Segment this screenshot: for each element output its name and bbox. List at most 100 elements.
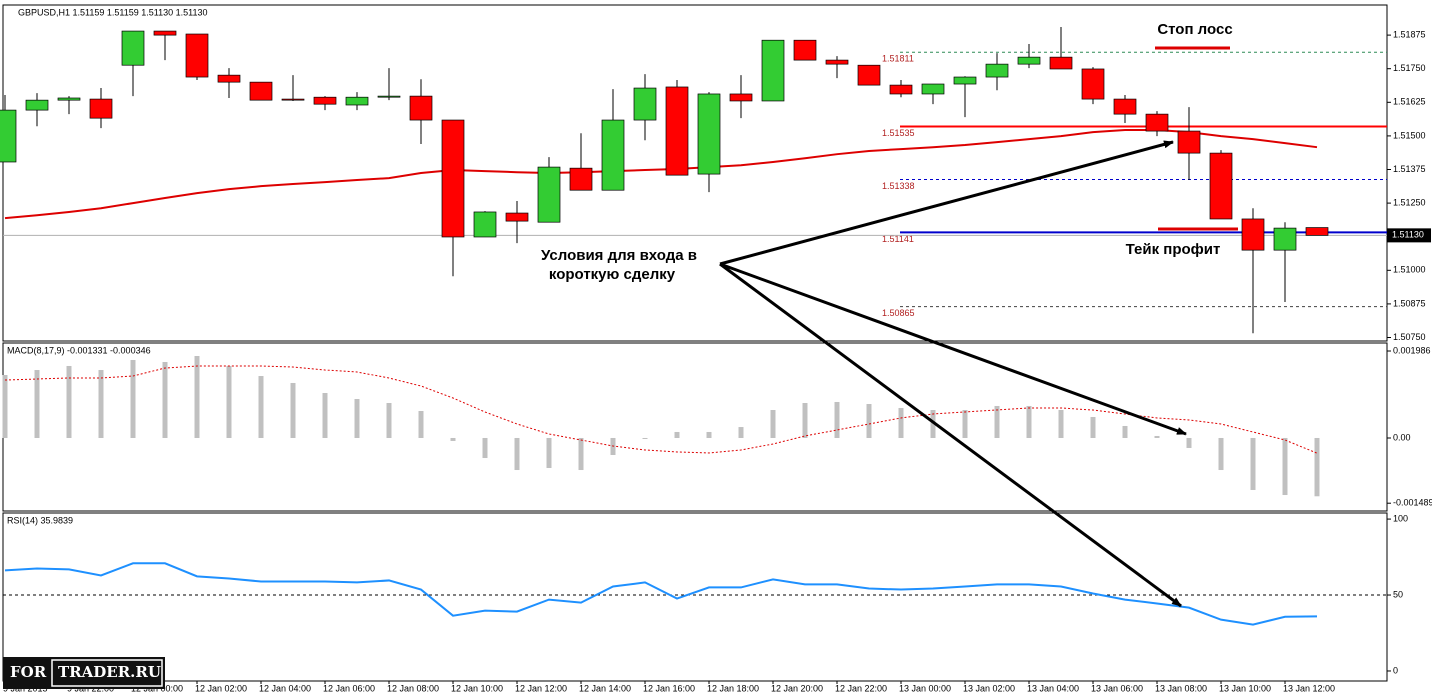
candle-body [601, 119, 625, 191]
histogram-bar [866, 404, 872, 438]
y-tick-label: 1.50750 [1393, 332, 1426, 342]
histogram-bar [34, 370, 40, 438]
annotation: Тейк профит [1126, 241, 1221, 258]
x-tick-label: 12 Jan 10:00 [451, 683, 503, 693]
x-tick-label: 13 Jan 02:00 [963, 683, 1015, 693]
y-tick-label: 1.51875 [1393, 29, 1426, 39]
histogram-bar [98, 370, 104, 438]
panel-title: GBPUSD,H1 1.51159 1.51159 1.51130 1.5113… [18, 7, 207, 17]
histogram-bar [258, 376, 264, 438]
candle-body [217, 74, 241, 83]
candle-body [0, 109, 17, 163]
candle-body [921, 83, 945, 95]
level-label: 1.51338 [882, 181, 915, 191]
histogram-bar [738, 427, 744, 438]
logo-text: FOR [10, 663, 47, 681]
y-tick-label: 1.51500 [1393, 130, 1426, 140]
annotation: короткую сделку [549, 266, 676, 283]
logo-frame [51, 659, 163, 687]
current-price-label: 1.51130 [1392, 230, 1424, 240]
x-tick-label: 12 Jan 14:00 [579, 683, 631, 693]
panel-title: RSI(14) 35.9839 [7, 515, 73, 525]
candle-body [825, 59, 849, 65]
candle-body [377, 95, 401, 98]
candle-body [409, 95, 433, 121]
y-tick-label: 1.51625 [1393, 97, 1426, 107]
candle-body [569, 167, 593, 191]
candle-body [1081, 68, 1105, 100]
histogram-bar [322, 393, 328, 438]
y-tick-label: 0.00 [1393, 432, 1411, 442]
histogram-bar [770, 410, 776, 438]
logo-text: TRADER.RU [58, 663, 161, 681]
y-tick-label: 100 [1393, 513, 1408, 523]
level-label: 1.51141 [882, 234, 914, 244]
arrow [719, 140, 1174, 266]
y-tick-label: 0 [1393, 665, 1398, 675]
candle-body [57, 97, 81, 101]
x-tick-label: 12 Jan 04:00 [259, 683, 311, 693]
candle-body [761, 39, 785, 102]
histogram-bar [898, 407, 904, 438]
histogram-bar [226, 365, 232, 438]
candle-body [953, 76, 977, 85]
annotation: Стоп лосс [1157, 21, 1232, 38]
histogram-bar [578, 437, 584, 471]
x-tick-label: 12 Jan 16:00 [643, 683, 695, 693]
y-tick-label: 1.51375 [1393, 164, 1426, 174]
arrow [719, 262, 1182, 608]
x-tick-label: 12 Jan 22:00 [835, 683, 887, 693]
candle-body [505, 212, 529, 222]
histogram-bar [386, 403, 392, 438]
candle-body [185, 33, 209, 78]
candle-body [729, 93, 753, 102]
histogram-bar [1154, 435, 1160, 438]
histogram-bar [418, 411, 424, 438]
histogram-bar [290, 382, 296, 438]
y-tick-label: 1.51250 [1393, 197, 1426, 207]
candle-body [1017, 56, 1041, 65]
histogram-bar [1314, 437, 1320, 497]
candle-body [633, 87, 657, 121]
x-tick-label: 12 Jan 20:00 [771, 683, 823, 693]
histogram-bar [834, 401, 840, 438]
histogram-bar [1122, 425, 1128, 438]
candle-body [1049, 56, 1073, 70]
histogram-bar [1218, 437, 1224, 471]
histogram-bar [130, 359, 136, 438]
candle-body [1209, 152, 1233, 220]
x-tick-label: 13 Jan 10:00 [1219, 683, 1271, 693]
histogram-bar [2, 375, 8, 438]
x-tick-label: 13 Jan 12:00 [1283, 683, 1335, 693]
histogram-bar [514, 437, 520, 471]
candle-body [25, 99, 49, 111]
candle-body [537, 166, 561, 223]
histogram-bar [674, 431, 680, 438]
candle-body [249, 81, 273, 101]
histogram-bar [194, 356, 200, 438]
candle-body [1177, 130, 1201, 154]
histogram-bar [162, 362, 168, 438]
histogram-bar [642, 437, 648, 439]
candle-body [441, 119, 465, 238]
candle-body [793, 39, 817, 61]
level-label: 1.51535 [882, 128, 915, 138]
candle-body [985, 63, 1009, 78]
y-tick-label: 1.51750 [1393, 63, 1426, 73]
histogram-bar [994, 405, 1000, 438]
histogram-bar [482, 437, 488, 459]
logo-box [3, 657, 165, 689]
candle-body [281, 98, 305, 101]
x-tick-label: 13 Jan 04:00 [1027, 683, 1079, 693]
candle-body [1273, 227, 1297, 251]
histogram-bar [546, 437, 552, 468]
watermark: FOR TRADER.RU [3, 657, 165, 689]
histogram-bar [930, 410, 936, 438]
x-tick-label: 12 Jan 18:00 [707, 683, 759, 693]
candle-body [1145, 113, 1169, 132]
y-tick-label: 1.51000 [1393, 265, 1426, 275]
histogram-bar [706, 431, 712, 438]
x-tick-label: 13 Jan 06:00 [1091, 683, 1143, 693]
